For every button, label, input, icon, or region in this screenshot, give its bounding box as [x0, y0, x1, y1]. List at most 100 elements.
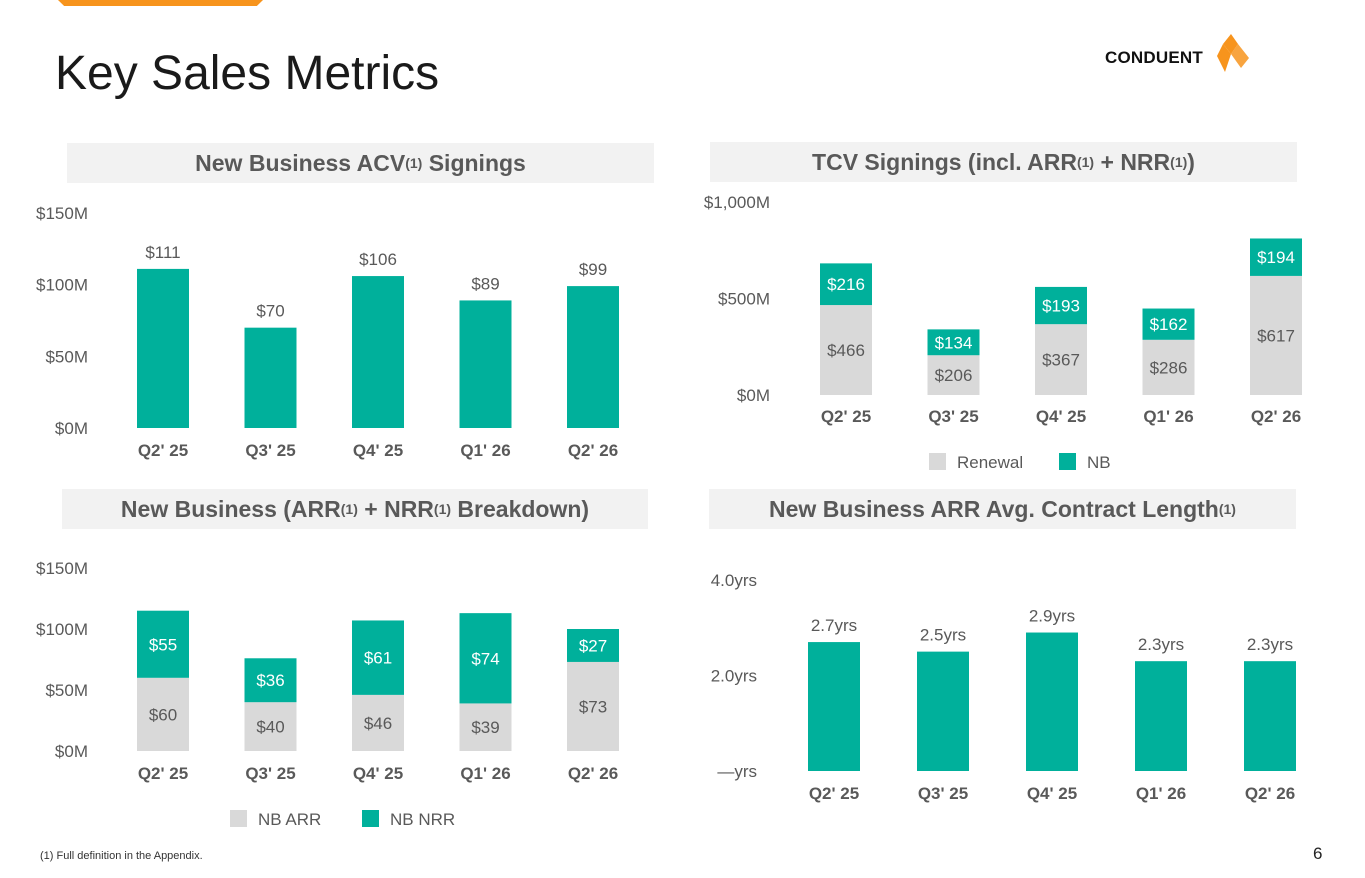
- nb-data-label: $60: [149, 705, 177, 724]
- logo-text: CONDUENT: [1105, 48, 1203, 67]
- acv-data-label: $99: [579, 260, 607, 279]
- nb-data-label: $40: [256, 718, 284, 737]
- acv-bar: [137, 268, 189, 428]
- nb-data-label: $46: [364, 714, 392, 733]
- tcv-bar-renewal: [820, 305, 872, 395]
- tcv-legend-label: NB: [1087, 453, 1111, 472]
- tcv-bar-nb: [927, 329, 980, 356]
- nb-ytick-label: $100M: [36, 620, 88, 639]
- length-bar: [808, 642, 860, 771]
- tcv-data-label: $134: [935, 333, 973, 352]
- conduent-logo: CONDUENT: [1105, 34, 1255, 74]
- length-data-label: 2.9yrs: [1029, 607, 1075, 626]
- nb-title-text: New Business (ARR: [120, 495, 341, 522]
- nb-data-label: $39: [471, 718, 499, 737]
- tcv-bar-nb: [1250, 238, 1302, 276]
- footnote: (1) Full definition in the Appendix.: [40, 850, 203, 862]
- length-panel-title: New Business ARR Avg. Contract Length (1): [709, 489, 1296, 529]
- tcv-data-label: $286: [1150, 358, 1188, 377]
- length-category-label: Q2' 25: [809, 784, 859, 803]
- nb-bar-nb-nrr: [459, 613, 512, 704]
- tcv-title-post: ): [1187, 148, 1195, 175]
- tcv-title-sup2: (1): [1170, 154, 1188, 170]
- length-title-sup: (1): [1218, 501, 1236, 517]
- acv-title-sup: (1): [405, 155, 423, 171]
- acv-panel-title: New Business ACV (1) Signings: [67, 143, 654, 183]
- page-title: Key Sales Metrics: [55, 47, 440, 100]
- acv-category-label: Q2' 26: [568, 441, 618, 460]
- nb-ytick-label: $50M: [45, 681, 88, 700]
- nb-data-label: $61: [364, 649, 392, 668]
- top-accent-bar: [58, 0, 263, 6]
- tcv-legend-swatch: [1059, 453, 1076, 470]
- tcv-bar-nb: [820, 263, 872, 306]
- nb-bar-nb-nrr: [137, 610, 189, 678]
- nb-category-label: Q2' 25: [138, 764, 188, 783]
- acv-ytick-label: $100M: [36, 276, 88, 295]
- tcv-title-text: TCV Signings (incl. ARR: [812, 148, 1077, 175]
- length-title-text: New Business ARR Avg. Contract Length: [769, 495, 1219, 522]
- nb-bar-nb-arr: [352, 694, 404, 751]
- tcv-data-label: $466: [827, 341, 865, 360]
- acv-bar: [352, 276, 404, 428]
- nb-bar-nb-nrr: [244, 658, 297, 703]
- nb-ytick-label: $150M: [36, 559, 88, 578]
- acv-ytick-label: $50M: [45, 347, 88, 366]
- nb-bar-nb-nrr: [352, 620, 404, 695]
- tcv-bar-renewal: [1250, 275, 1302, 395]
- tcv-legend-swatch: [929, 453, 946, 470]
- tcv-bar-renewal: [1035, 324, 1087, 395]
- length-bar: [1244, 661, 1296, 771]
- length-bar: [1135, 661, 1187, 771]
- acv-bar: [244, 327, 297, 428]
- acv-data-label: $106: [359, 250, 397, 269]
- acv-category-label: Q3' 25: [245, 441, 295, 460]
- length-data-label: 2.5yrs: [920, 626, 966, 645]
- nb-legend-swatch: [362, 810, 379, 827]
- nb-bar-nb-arr: [567, 661, 619, 751]
- length-category-label: Q3' 25: [918, 784, 968, 803]
- acv-bar: [567, 286, 619, 428]
- tcv-title-sup1: (1): [1076, 154, 1095, 170]
- acv-title-text: New Business ACV: [195, 149, 406, 176]
- tcv-title-mid: + NRR: [1094, 148, 1171, 175]
- length-ytick-label: —yrs: [717, 762, 757, 781]
- tcv-bar-renewal: [927, 355, 980, 395]
- nb-title-sup1: (1): [340, 501, 358, 517]
- tcv-category-label: Q2' 26: [1251, 407, 1301, 426]
- tcv-data-label: $162: [1150, 315, 1188, 334]
- tcv-bar-renewal: [1142, 339, 1195, 395]
- tcv-legend-label: Renewal: [957, 453, 1023, 472]
- acv-data-label: $111: [145, 243, 180, 262]
- length-category-label: Q2' 26: [1245, 784, 1295, 803]
- nb-bar-nb-nrr: [567, 629, 619, 662]
- acv-title-post: Signings: [422, 149, 526, 176]
- acv-category-label: Q1' 26: [460, 441, 510, 460]
- nb-legend-label: NB ARR: [258, 810, 321, 829]
- tcv-panel-title: TCV Signings (incl. ARR (1) + NRR (1)): [710, 142, 1297, 182]
- length-category-label: Q1' 26: [1136, 784, 1186, 803]
- nb-data-label: $55: [149, 635, 177, 654]
- acv-category-label: Q4' 25: [353, 441, 403, 460]
- tcv-data-label: $617: [1257, 326, 1295, 345]
- nb-bar-nb-arr: [137, 677, 189, 751]
- length-data-label: 2.3yrs: [1247, 635, 1293, 654]
- tcv-ytick-label: $1,000M: [704, 193, 770, 212]
- nb-data-label: $27: [579, 636, 607, 655]
- tcv-bar-nb: [1142, 308, 1195, 340]
- tcv-bar-nb: [1035, 286, 1087, 325]
- page-number: 6: [1313, 844, 1323, 863]
- nb-legend-label: NB NRR: [390, 810, 455, 829]
- tcv-ytick-label: $0M: [737, 386, 770, 405]
- tcv-ytick-label: $500M: [718, 290, 770, 309]
- nb-title-mid: + NRR: [357, 495, 434, 522]
- nb-title-post: Breakdown): [451, 495, 590, 522]
- tcv-data-label: $216: [827, 275, 865, 294]
- tcv-category-label: Q3' 25: [928, 407, 978, 426]
- nb-bar-nb-arr: [244, 702, 297, 751]
- nb-category-label: Q3' 25: [245, 764, 295, 783]
- nb-data-label: $74: [471, 649, 499, 668]
- length-category-label: Q4' 25: [1027, 784, 1077, 803]
- acv-data-label: $89: [471, 274, 499, 293]
